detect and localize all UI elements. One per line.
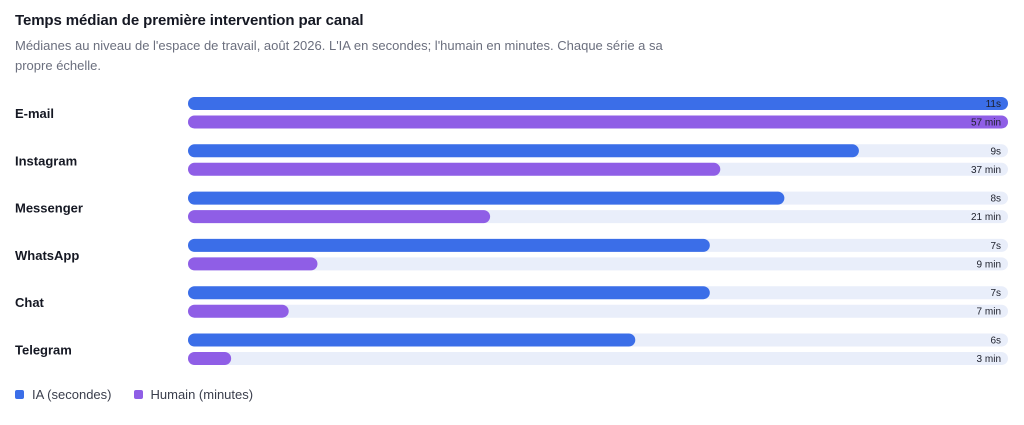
bar-ai-messenger bbox=[188, 191, 785, 205]
category-label: Instagram bbox=[15, 153, 77, 168]
legend-item-ai: IA (secondes) bbox=[15, 387, 112, 402]
value-label: 21 min bbox=[971, 212, 1001, 223]
value-label: 11s bbox=[986, 99, 1001, 110]
bar-human-e-mail bbox=[188, 115, 1008, 129]
bar-track bbox=[188, 257, 1008, 271]
category-label: Messenger bbox=[15, 201, 83, 216]
bar-human-telegram bbox=[188, 352, 232, 365]
value-label: 3 min bbox=[977, 354, 1001, 365]
legend-label-ai: IA (secondes) bbox=[32, 387, 112, 402]
value-label: 6s bbox=[990, 336, 1001, 347]
category-label: E-mail bbox=[15, 106, 54, 121]
value-label: 9s bbox=[990, 146, 1001, 157]
bar-human-instagram bbox=[188, 162, 721, 176]
bar-human-messenger bbox=[188, 210, 491, 224]
chart-title: Temps médian de première intervention pa… bbox=[15, 12, 364, 29]
bar-ai-instagram bbox=[188, 144, 859, 158]
category-label: Chat bbox=[15, 295, 45, 310]
bar-ai-whatsapp bbox=[188, 238, 710, 252]
value-label: 37 min bbox=[971, 165, 1001, 176]
category-label: Telegram bbox=[15, 343, 72, 358]
chart-subtitle: Médianes au niveau de l'espace de travai… bbox=[15, 38, 663, 73]
legend-item-human: Humain (minutes) bbox=[133, 387, 254, 402]
bar-ai-chat bbox=[188, 286, 710, 300]
legend-swatch-ai bbox=[15, 390, 24, 399]
value-label: 9 min bbox=[977, 259, 1001, 270]
value-label: 57 min bbox=[971, 118, 1001, 129]
bar-human-whatsapp bbox=[188, 257, 318, 271]
legend: IA (secondes) Humain (minutes) bbox=[15, 387, 253, 402]
value-label: 7s bbox=[990, 241, 1001, 252]
value-label: 7s bbox=[990, 288, 1001, 299]
bar-ai-e-mail bbox=[188, 97, 1008, 110]
bar-ai-telegram bbox=[188, 333, 636, 347]
legend-swatch-human bbox=[133, 390, 143, 399]
value-label: 8s bbox=[990, 194, 1001, 205]
legend-label-human: Humain (minutes) bbox=[150, 387, 254, 402]
bar-track bbox=[188, 304, 1008, 318]
category-label: WhatsApp bbox=[15, 248, 79, 263]
value-label: 7 min bbox=[977, 307, 1001, 318]
bar-track bbox=[188, 352, 1008, 365]
bar-human-chat bbox=[188, 304, 289, 318]
